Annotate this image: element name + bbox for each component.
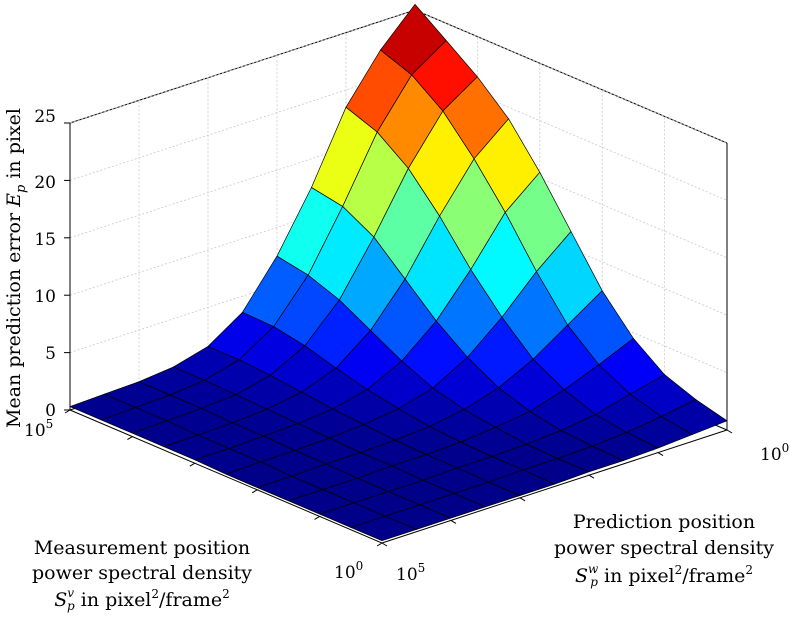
z-tick-label: 5	[45, 344, 56, 364]
surface-patch	[660, 399, 728, 435]
y-tick-label-start: 105	[24, 417, 53, 441]
svg-text:Svp in pixel2/frame2: Sv p in pixel2/frame2	[54, 586, 230, 613]
z-tick-label: 0	[45, 401, 56, 421]
axis-line	[69, 409, 383, 544]
z-tick-labels: 0 5 10 15 20 25	[34, 107, 56, 421]
y-tick-label-end: 100	[334, 559, 363, 583]
y-tick	[251, 489, 258, 494]
x-tick	[657, 452, 664, 457]
svg-text:Prediction position: Prediction position	[573, 511, 755, 533]
x-tick	[381, 542, 388, 547]
svg-text:Measurement position: Measurement position	[34, 537, 250, 559]
z-grid-line	[69, 181, 416, 296]
z-tick-label: 20	[34, 173, 56, 193]
svg-text:Swp in pixel2/frame2: Sw p in pixel2/frame2	[575, 562, 753, 589]
z-grid-line	[69, 124, 416, 239]
x-tick-label-end: 100	[760, 441, 789, 465]
x-tick	[726, 429, 733, 434]
z-grid-line	[69, 67, 416, 181]
z-grid-line	[69, 9, 416, 124]
y-tick	[376, 542, 383, 547]
y-axis-label: Measurement position power spectral dens…	[32, 537, 252, 613]
axes-layer	[64, 122, 733, 547]
z-axis-label: Mean prediction error Ep in pixel	[3, 108, 29, 428]
axis-line	[381, 429, 728, 544]
svg-text:power spectral density: power spectral density	[554, 537, 774, 559]
z-grid-line	[414, 9, 728, 144]
x-tick	[450, 519, 457, 524]
x-tick	[519, 497, 526, 502]
x-tick	[588, 474, 595, 479]
svg-text:power spectral density: power spectral density	[32, 562, 252, 584]
z-tick-label: 15	[34, 230, 56, 250]
x-axis-label: Prediction position power spectral densi…	[554, 511, 774, 589]
z-grid-line	[69, 239, 416, 353]
surface-layer	[69, 3, 728, 542]
y-tick	[189, 462, 196, 467]
y-tick	[314, 515, 320, 520]
z-tick-label: 10	[34, 287, 56, 307]
x-tick-label-start: 105	[396, 561, 425, 585]
y-tick	[127, 436, 133, 441]
y-tick	[64, 409, 71, 414]
z-tick-label: 25	[34, 107, 56, 127]
